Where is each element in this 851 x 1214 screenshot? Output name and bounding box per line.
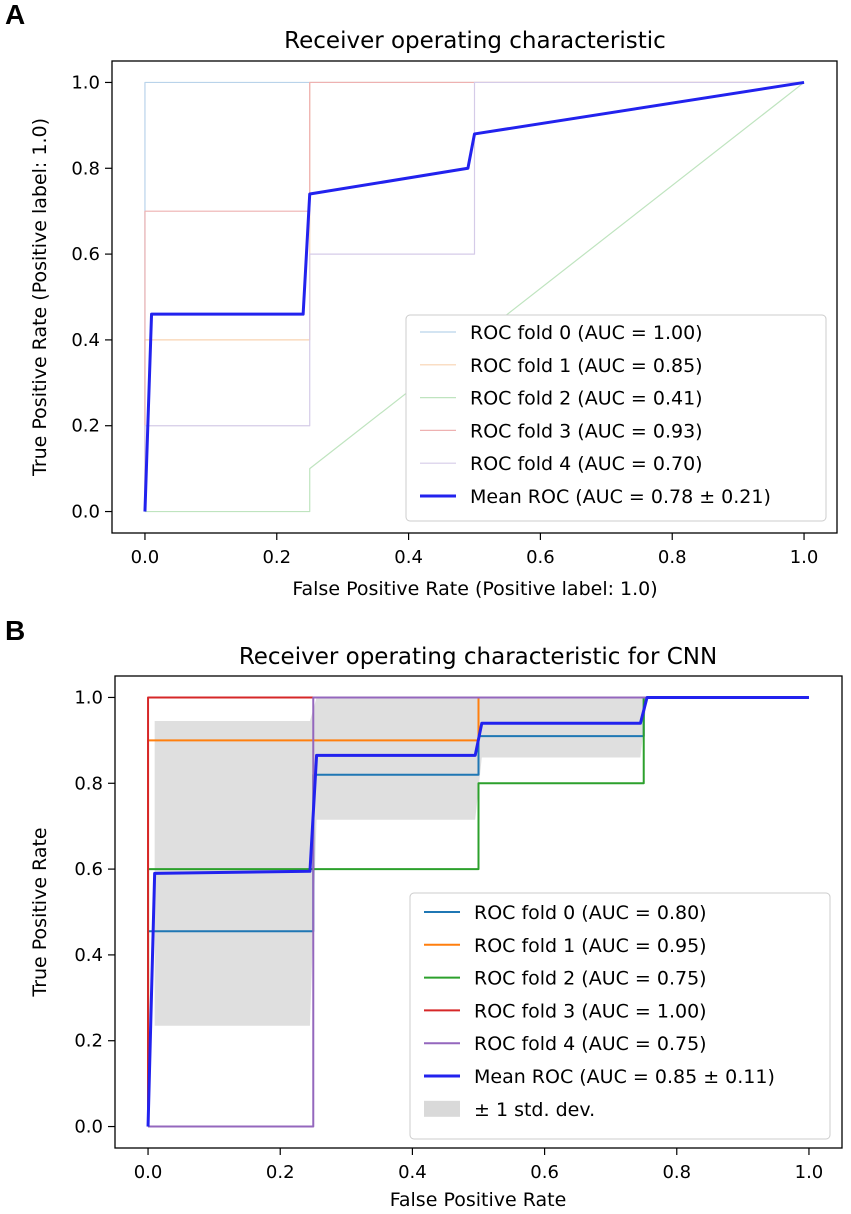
panel-b-y-tick-label: 0.8 [74, 773, 103, 794]
panel-a-series-line-5 [143, 80, 805, 512]
panel-a-title: Receiver operating characteristic [284, 28, 666, 54]
panel-a-series-line-2 [144, 81, 805, 513]
panel-b-legend-label: ROC fold 1 (AUC = 0.95) [474, 935, 707, 957]
panel-b-legend-label: ROC fold 2 (AUC = 0.75) [474, 968, 707, 990]
panel-b-legend-label: ± 1 std. dev. [474, 1099, 595, 1121]
panel-b-legend-label: ROC fold 3 (AUC = 1.00) [474, 1000, 707, 1022]
panel-b-x-tick-label: 0.2 [266, 1162, 295, 1183]
panel-a-letter: A [5, 0, 25, 30]
panel-a-x-tick-label: 0.0 [131, 547, 160, 568]
panel-a-legend: ROC fold 0 (AUC = 1.00) ROC fold 1 (AUC =… [420, 322, 771, 508]
panel-a-plot-area [143, 80, 805, 513]
panel-a-x-tick-label: 0.8 [658, 547, 687, 568]
panel-b-x-tick-label: 0.6 [530, 1162, 559, 1183]
panel-b-y-axis-label: True Positive Rate [29, 827, 51, 997]
panel-a-y-tick-label: 0.4 [71, 330, 100, 351]
panel-b-legend-label: ROC fold 4 (AUC = 0.75) [474, 1033, 707, 1055]
panel-a-y-tick-label: 0.8 [71, 158, 100, 179]
panel-b-x-tick-label: 1.0 [795, 1162, 824, 1183]
panel-a-x-axis-label: False Positive Rate (Positive label: 1.0… [292, 578, 657, 600]
panel-b-plot-area [146, 695, 809, 1128]
panel-b-y-tick-label: 0.2 [74, 1031, 103, 1052]
panel-a-x-tick-label: 0.6 [526, 547, 555, 568]
panel-b-series-line-5 [146, 695, 809, 1127]
panel-b-series-line-4 [148, 696, 809, 1128]
panel-a-axes-frame [111, 60, 838, 534]
panel-b-title: Receiver operating characteristic for CN… [239, 644, 717, 670]
panel-a-x-tick-label: 0.2 [262, 547, 291, 568]
panel-a-legend-box [405, 314, 827, 522]
panel-a-ticks: 0.0 0.2 0.4 0.6 0.8 1.0 0.0 0.2 0.4 0.6 0.8 1.0 [71, 72, 818, 568]
panel-a-y-tick-label: 0.6 [71, 244, 100, 265]
panel-a-x-tick-label: 1.0 [790, 547, 819, 568]
panel-b-ticks: 0.0 0.2 0.4 0.6 0.8 1.0 0.0 0.2 0.4 0.6 0.8 1.0 [74, 687, 823, 1183]
panel-b-x-tick-label: 0.0 [134, 1162, 163, 1183]
panel-a-legend-label: ROC fold 3 (AUC = 0.93) [470, 420, 703, 442]
panel-b-legend-label: ROC fold 0 (AUC = 0.80) [474, 902, 707, 924]
panel-a-y-tick-label: 0.0 [71, 502, 100, 523]
panel-b-axes-frame [114, 675, 843, 1149]
panel-a-legend-label: ROC fold 1 (AUC = 0.85) [470, 355, 703, 377]
panel-a-legend-label: ROC fold 0 (AUC = 1.00) [470, 322, 703, 344]
panel-b-legend-label: Mean ROC (AUC = 0.85 ± 0.11) [474, 1066, 775, 1088]
panel-b-legend: ROC fold 0 (AUC = 0.80) ROC fold 1 (AUC =… [424, 902, 775, 1121]
panel-b-legend-swatch [424, 1100, 460, 1117]
panel-a-legend-label: ROC fold 2 (AUC = 0.41) [470, 388, 703, 410]
panel-b-x-tick-label: 0.4 [398, 1162, 427, 1183]
panel-a: 0.0 0.2 0.4 0.6 0.8 1.0 0.0 0.2 0.4 0.6 0.8 1.0 Rec… [29, 28, 838, 600]
panel-a-y-tick-label: 1.0 [71, 72, 100, 93]
panel-b-y-tick-label: 0.4 [74, 945, 103, 966]
panel-b-legend-box [409, 892, 831, 1140]
panel-b-x-axis-label: False Positive Rate [390, 1189, 567, 1211]
panel-b-y-tick-label: 1.0 [74, 687, 103, 708]
panel-b-y-tick-label: 0.6 [74, 859, 103, 880]
panel-a-x-tick-label: 0.4 [394, 547, 423, 568]
panel-b-x-tick-label: 0.8 [662, 1162, 691, 1183]
panel-a-legend-label: Mean ROC (AUC = 0.78 ± 0.21) [470, 486, 771, 508]
panel-a-y-axis-label: True Positive Rate (Positive label: 1.0) [29, 118, 51, 477]
panel-a-y-tick-label: 0.2 [71, 416, 100, 437]
panel-a-legend-label: ROC fold 4 (AUC = 0.70) [470, 453, 703, 475]
panel-b-std-band [154, 697, 809, 1026]
panel-b-letter: B [5, 615, 25, 646]
panel-b-y-tick-label: 0.0 [74, 1117, 103, 1138]
panel-a-series-line-4 [144, 81, 805, 512]
panel-b: 0.0 0.2 0.4 0.6 0.8 1.0 0.0 0.2 0.4 0.6 0.8 1.0 Rec… [29, 644, 843, 1211]
